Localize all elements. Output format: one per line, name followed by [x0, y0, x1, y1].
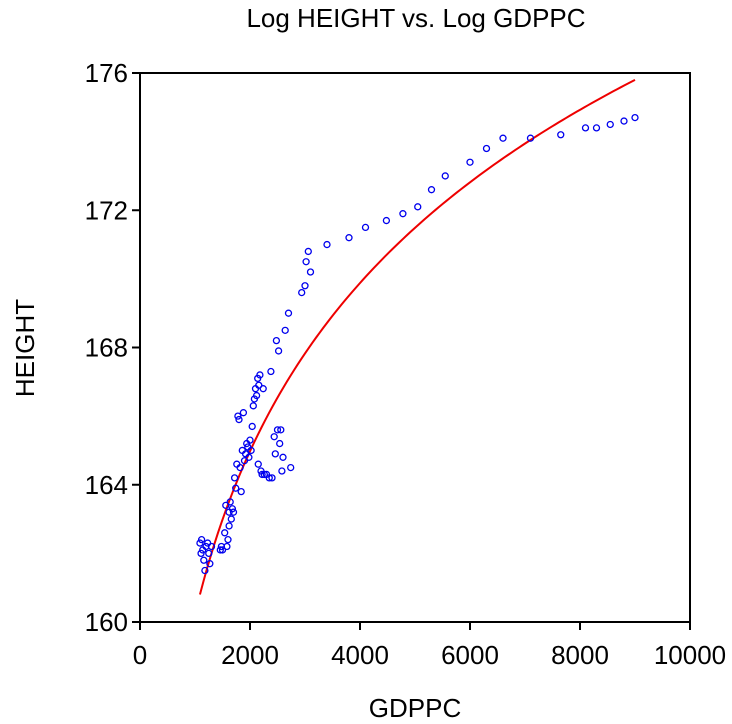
fit-line	[198, 78, 636, 595]
data-point	[271, 450, 279, 458]
data-point	[265, 474, 273, 482]
data-point	[239, 409, 248, 417]
data-point	[225, 522, 233, 530]
data-point	[216, 546, 224, 554]
data-point	[229, 508, 238, 516]
data-point	[581, 124, 590, 132]
data-point	[272, 336, 281, 345]
data-point	[268, 474, 276, 482]
data-point	[281, 326, 289, 334]
data-point	[399, 210, 407, 218]
x-tick-label: 10000	[654, 640, 726, 670]
data-point	[414, 203, 422, 211]
data-point	[227, 515, 235, 523]
data-point	[236, 463, 244, 472]
data-point	[234, 412, 242, 420]
data-point	[620, 117, 628, 125]
x-tick-label: 2000	[221, 640, 279, 670]
data-point	[196, 539, 204, 547]
data-point	[284, 309, 293, 317]
data-point	[260, 470, 268, 479]
y-axis: 160 164 168 172 176	[85, 58, 140, 637]
x-tick-label: 4000	[331, 640, 389, 670]
data-point	[207, 542, 216, 551]
data-point	[276, 439, 284, 448]
data-point	[273, 426, 282, 434]
plot-frame	[139, 72, 691, 623]
data-point	[277, 426, 285, 434]
data-point	[240, 457, 249, 465]
data-point	[382, 216, 391, 225]
data-point	[252, 391, 261, 400]
data-point	[228, 505, 237, 513]
data-point	[270, 433, 278, 441]
data-point	[200, 556, 208, 564]
data-point	[237, 487, 245, 496]
data-point	[592, 124, 601, 132]
data-point	[258, 470, 266, 479]
data-point	[345, 234, 353, 242]
data-point	[361, 223, 370, 232]
data-point	[441, 172, 449, 180]
data-point	[226, 498, 234, 506]
data-point	[259, 385, 267, 393]
data-point	[205, 549, 213, 558]
y-axis-label: HEIGHT	[10, 299, 40, 397]
data-point	[222, 501, 230, 509]
data-point	[482, 144, 491, 153]
data-point	[245, 453, 253, 461]
data-point	[232, 484, 240, 492]
data-point	[323, 240, 331, 249]
data-point	[249, 402, 257, 410]
data-point	[302, 258, 310, 266]
data-point	[247, 446, 255, 455]
data-point	[246, 436, 254, 444]
data-point	[201, 566, 209, 575]
x-axis: 0 2000 4000 6000 8000 10000	[133, 622, 726, 670]
data-point	[256, 371, 264, 379]
y-tick-label: 172	[85, 195, 128, 225]
chart-title: Log HEIGHT vs. Log GDPPC	[246, 3, 585, 33]
plot-border	[139, 72, 691, 623]
data-point	[274, 347, 283, 355]
data-point	[557, 131, 565, 139]
x-tick-label: 6000	[441, 640, 499, 670]
y-tick-label: 164	[85, 470, 128, 500]
data-point	[235, 415, 243, 424]
data-point	[606, 120, 614, 129]
data-point	[304, 247, 312, 256]
x-tick-label: 8000	[551, 640, 609, 670]
data-point	[301, 282, 309, 290]
data-point	[278, 467, 286, 475]
data-point	[279, 453, 287, 461]
data-point	[197, 549, 205, 558]
data-point	[466, 158, 474, 166]
scatter-points-layer	[196, 113, 639, 575]
y-tick-label: 160	[85, 607, 128, 637]
data-point	[499, 134, 507, 142]
fit-line-layer	[198, 78, 636, 595]
x-axis-label: GDPPC	[369, 693, 461, 723]
data-point	[206, 560, 214, 568]
data-point	[267, 367, 275, 376]
y-tick-label: 168	[85, 333, 128, 363]
data-point	[427, 186, 436, 194]
data-point	[298, 288, 306, 297]
data-point	[197, 536, 206, 544]
data-point	[218, 546, 227, 554]
data-point	[255, 381, 263, 389]
data-point	[306, 268, 315, 276]
data-point	[221, 529, 229, 537]
data-point	[248, 422, 256, 431]
x-tick-label: 0	[133, 640, 147, 670]
data-point	[224, 536, 232, 544]
y-tick-label: 176	[85, 58, 128, 88]
data-point	[223, 542, 231, 551]
data-point	[230, 474, 239, 482]
data-point	[631, 113, 639, 122]
data-point	[526, 134, 535, 142]
data-point	[254, 460, 262, 468]
data-point	[287, 463, 295, 472]
